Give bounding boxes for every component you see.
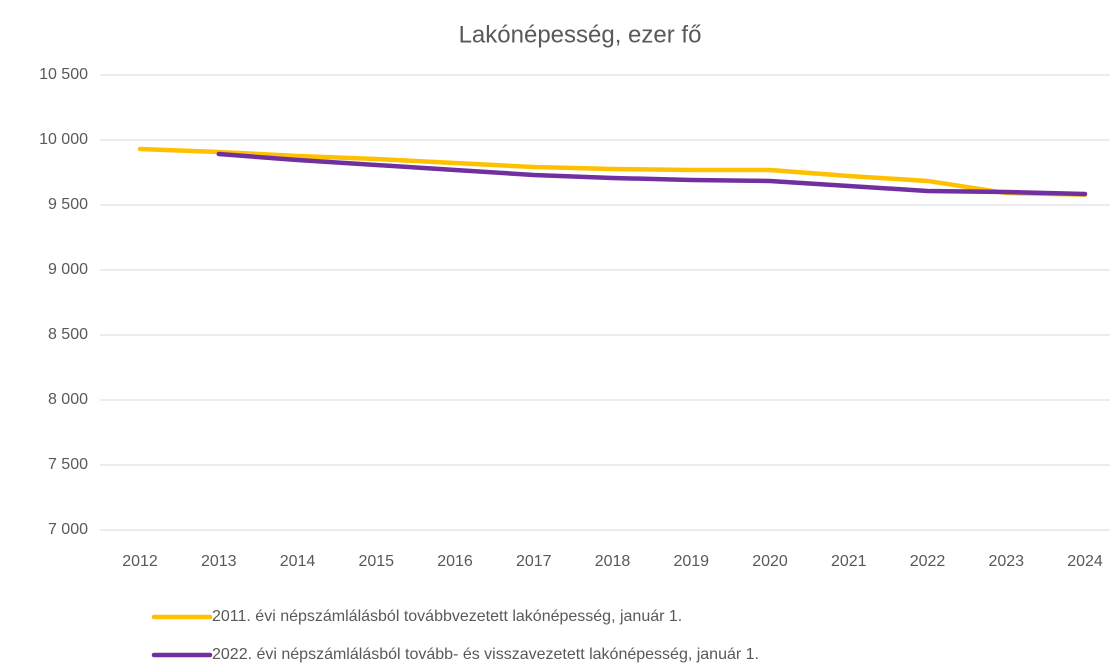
y-tick-label: 8 000	[48, 391, 88, 408]
x-tick-label: 2022	[910, 553, 946, 570]
line-series	[137, 146, 1088, 197]
x-tick-label: 2018	[595, 553, 631, 570]
x-tick-label: 2024	[1067, 553, 1103, 570]
x-tick-label: 2023	[988, 553, 1024, 570]
x-tick-label: 2020	[752, 553, 788, 570]
y-tick-label: 7 000	[48, 521, 88, 538]
x-tick-label: 2012	[122, 553, 158, 570]
legend-label: 2022. évi népszámlálásból tovább- és vis…	[212, 646, 759, 663]
x-tick-label: 2013	[201, 553, 237, 570]
x-tick-label: 2021	[831, 553, 867, 570]
line-series	[216, 151, 1088, 197]
y-tick-label: 9 500	[48, 196, 88, 213]
x-tick-label: 2014	[280, 553, 316, 570]
y-tick-label: 7 500	[48, 456, 88, 473]
chart-title: Lakónépesség, ezer fő	[459, 21, 702, 48]
y-tick-label: 8 500	[48, 326, 88, 343]
x-tick-label: 2017	[516, 553, 552, 570]
y-tick-label: 9 000	[48, 261, 88, 278]
x-tick-label: 2016	[437, 553, 473, 570]
x-tick-label: 2015	[358, 553, 394, 570]
y-tick-label: 10 000	[39, 131, 88, 148]
y-tick-label: 10 500	[39, 66, 88, 83]
x-tick-label: 2019	[673, 553, 709, 570]
legend-label: 2011. évi népszámlálásból továbbvezetett…	[212, 608, 682, 625]
